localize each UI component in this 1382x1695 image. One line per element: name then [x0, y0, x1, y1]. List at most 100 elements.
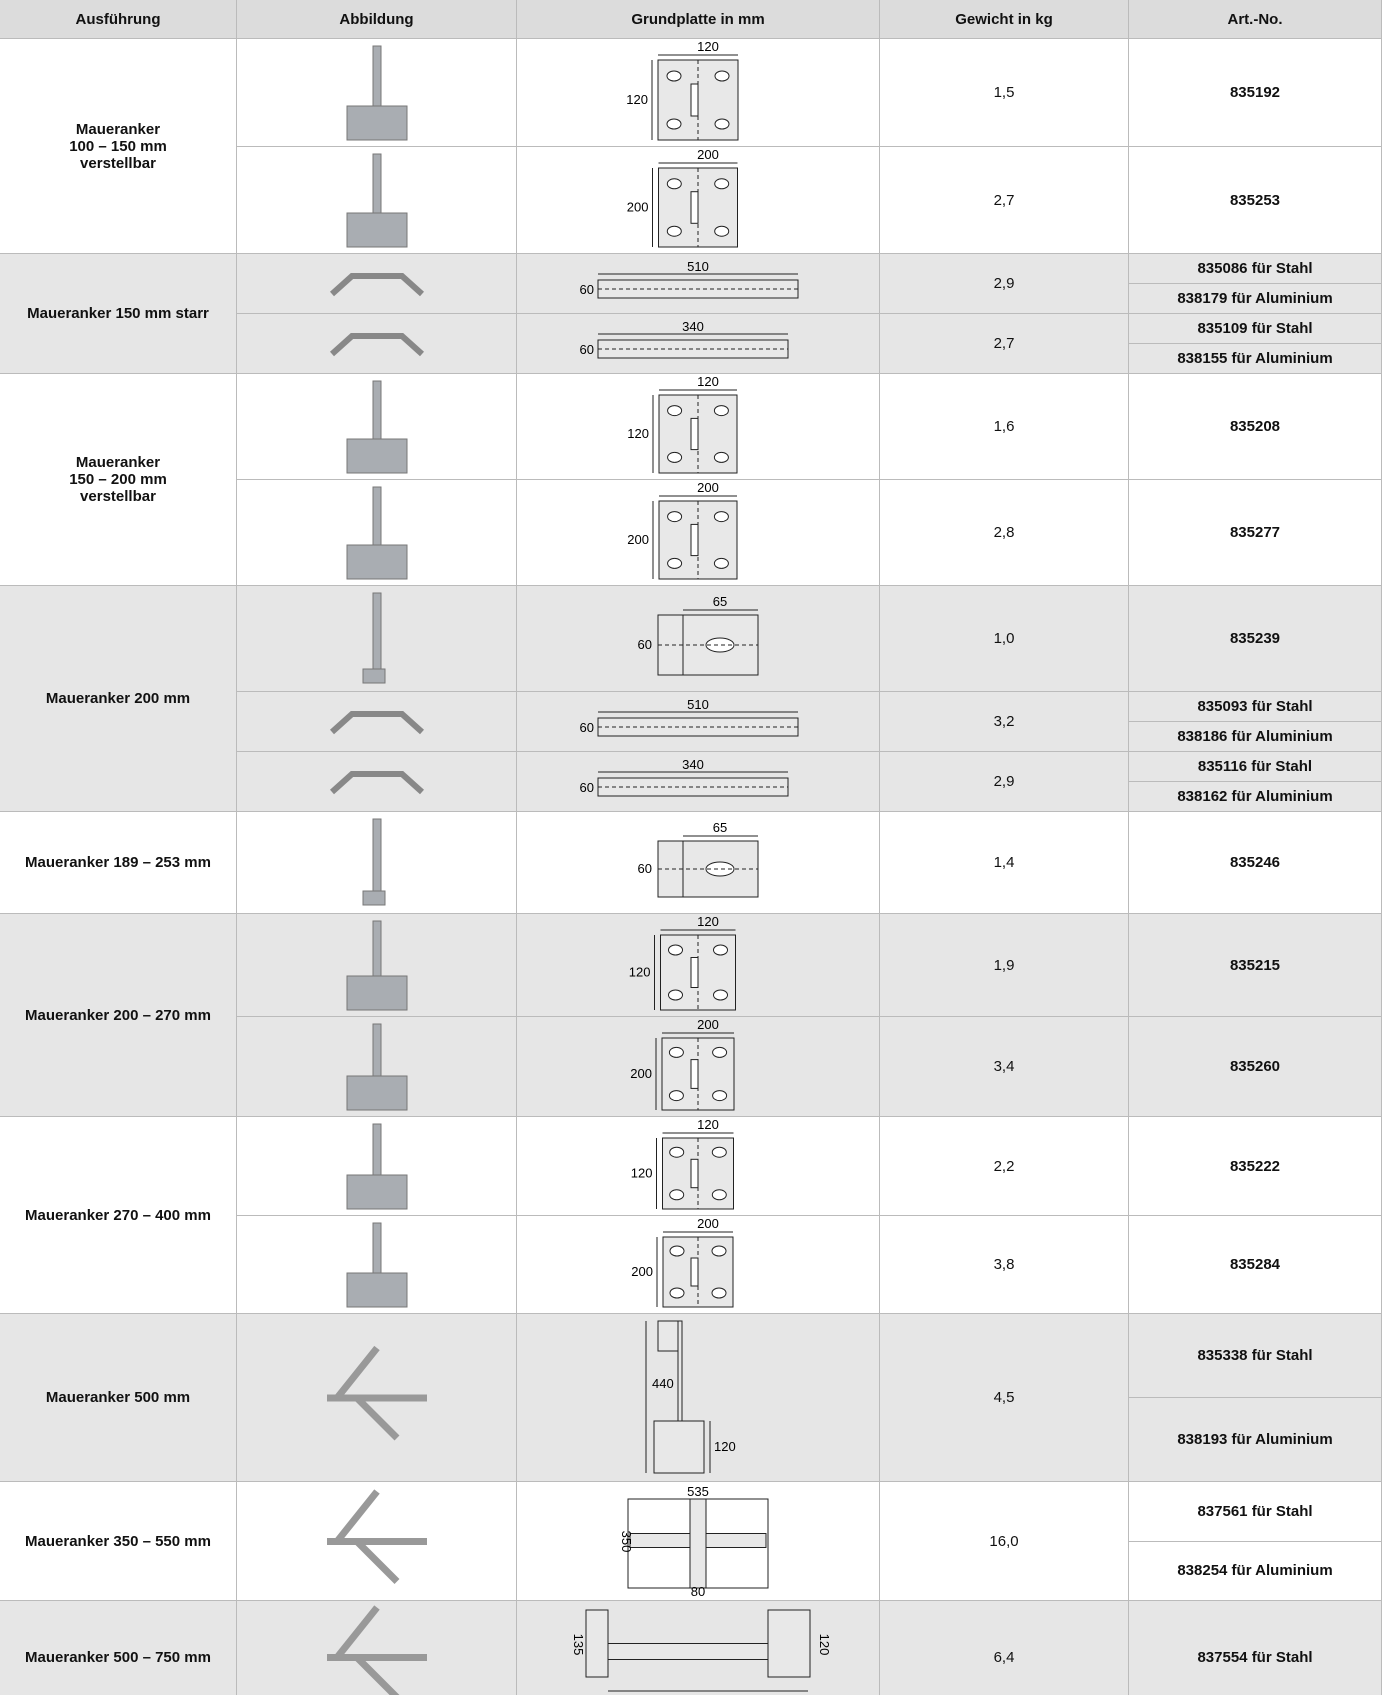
base [346, 1272, 407, 1307]
rod [372, 45, 381, 114]
drawing: 340 60 [580, 757, 789, 796]
bracket [329, 710, 424, 734]
rod [372, 592, 381, 675]
group-name: Maueranker 200 mm [0, 586, 237, 812]
base [346, 1174, 407, 1209]
weight: 16,0 [880, 1482, 1129, 1601]
hole [713, 557, 729, 569]
dim-label: 135 [571, 1633, 586, 1655]
photo-cell [237, 914, 517, 1017]
base [346, 212, 407, 247]
slot [690, 83, 699, 116]
article-number: 835192 [1129, 39, 1382, 147]
photo-cell [237, 374, 517, 480]
hole [667, 510, 683, 522]
article-number: 835086 für Stahl [1129, 254, 1382, 284]
drawing: 120 120 [627, 377, 738, 473]
header-cell: Abbildung [237, 0, 517, 39]
dim-label: 65 [713, 594, 727, 609]
hole [669, 1245, 685, 1256]
drawing: 440 120 [645, 1320, 736, 1473]
product-photo [346, 486, 407, 579]
header-cell: Grundplatte in mm [517, 0, 880, 39]
dim-label: 60 [580, 282, 594, 297]
drawing-cell: 510 60 [517, 254, 880, 314]
drawing: 510 60 [580, 259, 799, 298]
article-number: 835246 [1129, 812, 1382, 914]
hole [712, 1046, 728, 1058]
photo-cell [237, 147, 517, 254]
photo-cell [237, 254, 517, 314]
plate-right [767, 1609, 811, 1677]
bracket [329, 770, 424, 794]
dim-label: 340 [682, 757, 704, 772]
product-photo [346, 1222, 407, 1307]
weight: 2,2 [880, 1117, 1129, 1216]
dim-label: 200 [697, 150, 719, 162]
photo-cell [237, 752, 517, 812]
plate-left [585, 1609, 609, 1677]
bracket [329, 272, 424, 296]
rod [372, 818, 381, 897]
hole [669, 1188, 685, 1200]
hole [712, 1089, 728, 1101]
base [346, 544, 407, 579]
header-cell: Ausführung [0, 0, 237, 39]
hole [713, 944, 728, 955]
bracket [329, 332, 424, 356]
drawing-cell: 200 200 [517, 480, 880, 586]
dim-label: 510 [687, 259, 709, 274]
weight: 1,5 [880, 39, 1129, 147]
hole [668, 989, 683, 1000]
base [346, 1075, 407, 1110]
group-name: Maueranker 200 – 270 mm [0, 914, 237, 1117]
post [689, 1498, 707, 1588]
header-cell: Gewicht in kg [880, 0, 1129, 39]
drawing-cell: 535 350 80 [517, 1482, 880, 1601]
dim-label: 440 [652, 1376, 674, 1391]
article-number: 837554 für Stahl [1129, 1601, 1382, 1695]
photo-cell [237, 1017, 517, 1117]
photo-cell [237, 39, 517, 147]
dim-label: 200 [697, 483, 719, 495]
dim-label: 510 [687, 697, 709, 712]
drawing: 200 200 [630, 1020, 735, 1110]
weight: 3,4 [880, 1017, 1129, 1117]
article-number: 838155 für Aluminium [1129, 344, 1382, 374]
bracket [326, 1345, 427, 1440]
slot [690, 1058, 699, 1089]
article-number: 835260 [1129, 1017, 1382, 1117]
article-number: 835215 [1129, 914, 1382, 1017]
article-number: 835277 [1129, 480, 1382, 586]
product-photo [346, 153, 407, 247]
hole [666, 225, 682, 237]
header-cell: Art.-No. [1129, 0, 1382, 39]
rod [372, 1123, 381, 1183]
product-photo [326, 1604, 427, 1695]
dim-label: 200 [627, 199, 649, 214]
article-number: 835093 für Stahl [1129, 692, 1382, 722]
dim-label: 60 [638, 637, 652, 652]
photo-cell [237, 480, 517, 586]
drawing-cell: 200 200 [517, 1216, 880, 1314]
product-photo [329, 332, 424, 356]
photo-cell [237, 692, 517, 752]
weight: 2,9 [880, 752, 1129, 812]
hole [666, 177, 682, 189]
article-number: 835284 [1129, 1216, 1382, 1314]
article-number: 835253 [1129, 147, 1382, 254]
dim-label: 200 [697, 1219, 719, 1231]
photo-cell [237, 1117, 517, 1216]
group-name: Maueranker 189 – 253 mm [0, 812, 237, 914]
dim-label: 350 [619, 1530, 634, 1552]
drawing-cell: 440 120 [517, 1314, 880, 1482]
dim-label: 120 [817, 1633, 832, 1655]
drawing-cell: 200 200 [517, 1017, 880, 1117]
product-photo [346, 1023, 407, 1110]
base [346, 105, 407, 140]
drawing: 120 120 [626, 42, 739, 140]
drawing-cell: 135120501 [517, 1601, 880, 1695]
article-number: 835208 [1129, 374, 1382, 480]
article-number: 835222 [1129, 1117, 1382, 1216]
